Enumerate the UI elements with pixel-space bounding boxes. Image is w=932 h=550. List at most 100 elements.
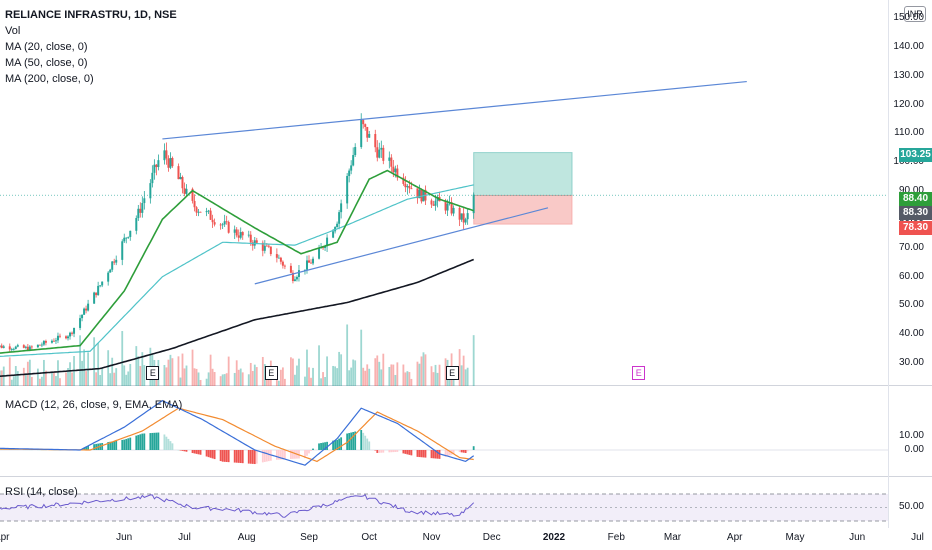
price-tick: 150.00 [893,12,924,24]
volume-bar [444,358,447,386]
candle-body [153,164,156,173]
candle-body [318,248,321,259]
candle-body [277,257,280,259]
candle-body [163,150,166,161]
candle-body [167,158,170,168]
volume-bar [340,354,343,386]
candle-body [143,198,146,204]
candle-body [374,134,377,148]
candle-body [2,346,5,348]
candle-body [71,332,74,334]
candle-body [151,172,154,184]
candle-body [275,254,278,258]
candle-body [444,201,447,211]
price-tick: 30.00 [898,356,924,368]
macd-histogram-bar [318,443,320,450]
macd-histogram-bar [277,450,280,460]
candle-body [390,157,393,167]
candle-body [83,308,86,315]
volume-bar [191,349,194,386]
volume-bar [255,367,258,386]
volume-bar [137,356,140,386]
volume-bar [279,369,282,386]
candle-body [408,186,411,189]
volume-bar [306,349,308,386]
volume-bar [99,374,102,386]
candle-body [12,348,15,350]
macd-histogram-bar [390,450,393,453]
volume-bar [211,368,214,386]
volume-bar [16,371,19,386]
macd-histogram-bar [422,450,425,458]
volume-bar [185,365,188,386]
candle-body [135,218,138,231]
macd-histogram-bar [348,433,351,450]
candle-body [434,200,437,206]
rsi-legend[interactable]: RSI (14, close) [5,486,78,498]
candle-body [312,258,315,264]
macd-legend[interactable]: MACD (12, 26, close, 9, EMA, EMA) [5,399,183,411]
currency-button[interactable]: INR [904,6,926,22]
time-tick: Sep [300,532,318,543]
earnings-marker[interactable]: E [146,366,160,380]
vol-legend[interactable]: Vol [5,25,21,37]
price-tick: 120.00 [893,98,924,110]
volume-bar [458,349,461,386]
symbol-title[interactable]: RELIANCE INFRASTRU, 1D, NSE [5,9,177,21]
time-tick: Jun [116,532,133,543]
candle-body [346,175,349,204]
macd-histogram-bar [113,441,116,450]
candle-body [149,183,152,199]
volume-bar [123,365,126,386]
volume-bar [169,354,172,386]
ma50-legend[interactable]: MA (50, close, 0) [5,57,88,69]
macd-histogram-bar [123,439,126,450]
price-tick: 50.00 [898,299,924,311]
candle-body [65,336,68,339]
volume-bar [167,359,170,386]
macd-histogram-bar [143,433,146,450]
volume-bar [163,364,166,386]
candle-body [87,303,90,311]
time-tick: Apr [0,532,10,543]
candle-body [265,245,268,247]
candle-body [241,232,244,236]
volume-bar [8,357,11,386]
volume-bar [350,367,353,386]
ma20-legend[interactable]: MA (20, close, 0) [5,41,88,53]
volume-bar [237,369,240,386]
stop-zone [473,194,573,225]
earnings-marker[interactable]: E [632,366,646,380]
volume-bar [322,372,324,386]
macd-histogram-bar [195,450,198,454]
macd-histogram-bar [249,450,252,464]
volume-bar [432,372,435,386]
macd-histogram-bar [466,450,469,452]
volume-bar [57,360,59,386]
volume-bar [253,364,256,386]
earnings-marker[interactable]: E [445,366,459,380]
candle-body [183,188,186,194]
candle-body [326,237,329,247]
candle-body [308,260,310,263]
volume-bar [139,365,142,386]
candle-body [235,229,238,236]
macd-histogram-bar [141,433,144,450]
macd-histogram-bar [410,450,413,456]
candle-body [219,224,222,226]
volume-bar [51,371,53,386]
macd-histogram-bar [125,438,128,450]
macd-histogram-bar [376,450,379,453]
candle-body [281,261,284,266]
earnings-marker[interactable]: E [264,366,278,380]
macd-histogram-bar [424,450,427,458]
volume-bar [0,370,1,386]
volume-bar [24,373,27,386]
macd-histogram-bar [233,450,236,463]
volume-bar [374,358,377,386]
macd-histogram-bar [396,450,399,452]
ma200-legend[interactable]: MA (200, close, 0) [5,73,94,85]
candle-body [127,236,130,238]
volume-bar [334,366,337,386]
